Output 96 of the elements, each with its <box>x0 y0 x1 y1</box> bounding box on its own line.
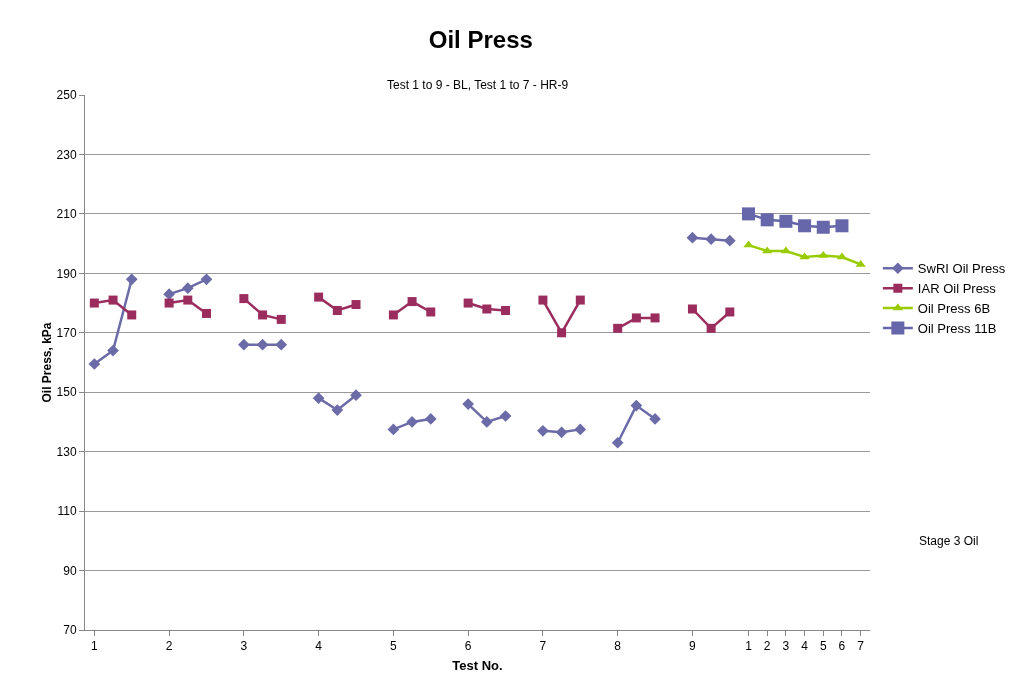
point <box>538 295 548 305</box>
y-tick-label: 230 <box>56 147 77 162</box>
x-tick-label: 5 <box>390 639 398 654</box>
point <box>687 304 697 314</box>
x-tick-label: 7 <box>857 639 865 654</box>
x-tick-label: 6 <box>464 639 472 654</box>
point <box>238 338 250 351</box>
x-tick-label: 5 <box>819 639 827 654</box>
point <box>351 300 361 310</box>
point <box>630 399 643 412</box>
point <box>481 416 493 428</box>
point <box>200 273 213 286</box>
legend-label: SwRI Oil Press <box>917 261 1006 277</box>
point <box>107 344 119 357</box>
point <box>501 305 511 315</box>
point <box>725 307 735 317</box>
point <box>181 282 194 295</box>
point <box>125 273 138 286</box>
y-tick-label: 110 <box>57 504 77 519</box>
y-axis-title: Oil Press, kPa <box>40 322 54 403</box>
point <box>650 313 660 323</box>
point <box>276 314 286 324</box>
point <box>798 219 812 233</box>
point <box>239 294 249 304</box>
x-tick-label: 4 <box>801 639 809 654</box>
point <box>312 392 325 405</box>
point <box>779 214 793 228</box>
y-tick-label: 90 <box>63 563 77 578</box>
point <box>108 295 118 305</box>
x-tick-label: 7 <box>539 639 547 654</box>
point <box>705 233 717 245</box>
x-tick-label: 8 <box>614 639 622 654</box>
point <box>314 292 324 302</box>
x-tick-label: 4 <box>315 639 323 654</box>
x-tick-label: 1 <box>745 639 753 654</box>
point <box>350 389 362 402</box>
point <box>835 219 849 233</box>
x-tick-label: 2 <box>763 639 771 654</box>
x-axis-title: Test No. <box>452 658 503 673</box>
y-tick-label: 190 <box>56 266 77 281</box>
point <box>183 295 193 305</box>
y-tick-label: 130 <box>56 444 77 459</box>
y-tick-label: 150 <box>56 385 77 400</box>
point <box>575 295 585 305</box>
point <box>706 323 716 333</box>
point <box>537 425 549 437</box>
point <box>331 404 344 416</box>
point <box>557 328 567 338</box>
x-tick-label: 1 <box>91 639 99 654</box>
point <box>388 310 398 320</box>
point <box>613 323 623 333</box>
point <box>631 313 641 323</box>
point <box>426 307 436 317</box>
x-tick-label: 3 <box>240 639 248 654</box>
point <box>482 304 492 314</box>
point <box>760 213 774 227</box>
point <box>555 426 568 439</box>
point <box>88 358 101 370</box>
point <box>387 423 400 436</box>
y-tick-label: 70 <box>63 623 77 638</box>
point <box>201 308 211 318</box>
chart-title: Oil Press <box>428 25 533 53</box>
chart-subtitle: Test 1 to 9 - BL, Test 1 to 7 - HR-9 <box>387 78 569 92</box>
point <box>762 246 773 254</box>
point <box>855 259 866 267</box>
point <box>799 252 810 260</box>
y-tick-label: 210 <box>56 207 77 222</box>
legend-label: IAR Oil Press <box>917 281 997 297</box>
point <box>163 288 175 300</box>
point <box>742 207 756 221</box>
point <box>499 410 512 422</box>
legend-label: Oil Press 6B <box>917 301 991 317</box>
x-tick-label: 6 <box>838 639 846 654</box>
point <box>332 305 342 315</box>
text: Stage 3 Oil <box>919 534 979 548</box>
y-tick-label: 250 <box>56 88 77 103</box>
point <box>258 310 268 320</box>
point <box>463 298 473 308</box>
x-tick-label: 2 <box>165 639 173 654</box>
point <box>816 220 830 234</box>
point <box>256 338 269 351</box>
point <box>723 234 736 247</box>
point <box>574 423 587 436</box>
point <box>89 298 99 308</box>
point <box>127 310 137 320</box>
x-tick-label: 3 <box>782 639 790 654</box>
point <box>275 338 288 351</box>
legend-label: Oil Press 11B <box>917 321 997 337</box>
point <box>407 297 417 307</box>
point <box>462 398 474 410</box>
point <box>611 436 624 449</box>
y-tick-label: 170 <box>56 325 77 340</box>
point <box>164 298 174 308</box>
x-tick-label: 9 <box>689 639 697 654</box>
point <box>424 413 437 425</box>
point <box>686 231 699 244</box>
